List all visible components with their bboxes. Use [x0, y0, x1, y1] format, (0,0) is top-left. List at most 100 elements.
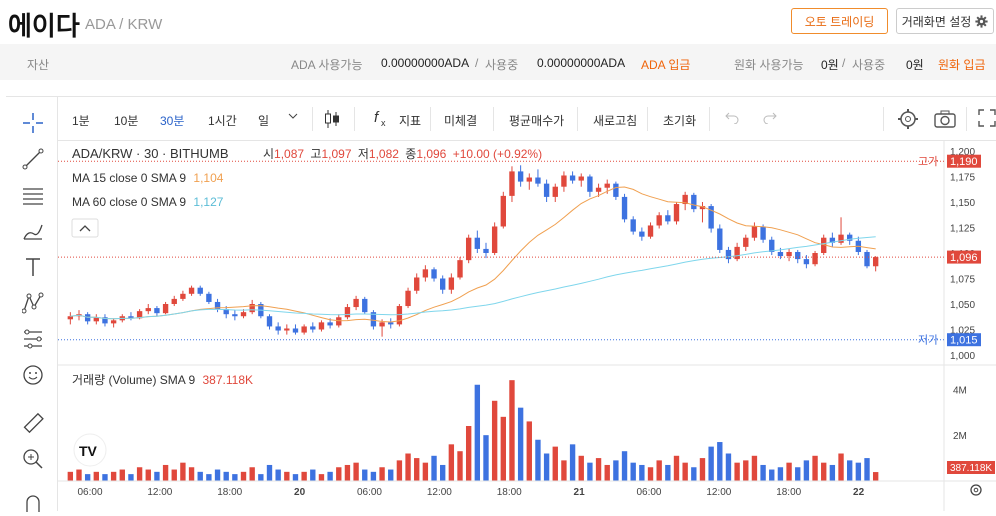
volume-bar	[717, 442, 723, 481]
candle	[301, 326, 307, 333]
candle	[102, 317, 108, 324]
reset-button[interactable]: 초기화	[663, 114, 697, 128]
redo-icon[interactable]	[762, 110, 778, 127]
magnet-icon[interactable]	[20, 490, 46, 516]
high-value-badge	[947, 154, 981, 168]
volume-bar	[509, 380, 515, 481]
volume-bar	[665, 464, 671, 481]
volume-bar	[301, 471, 307, 481]
asset-label: 자산	[27, 58, 50, 72]
trend-line-icon[interactable]	[20, 146, 46, 172]
auto-trading-button[interactable]: 오토 트레이딩	[791, 8, 888, 34]
unfilled-button[interactable]: 미체결	[444, 114, 478, 128]
price-chart[interactable]: 1,2001,1751,1501,1251,1001,0751,0501,025…	[58, 141, 996, 511]
candle	[448, 277, 455, 290]
screen-settings-button[interactable]: 거래화면 설정	[896, 8, 994, 34]
candle	[682, 194, 688, 205]
volume-bar	[526, 421, 532, 481]
interval-day[interactable]: 일	[258, 114, 270, 128]
ada-in-use-value: 0.00000000ADA	[537, 56, 626, 70]
text-icon[interactable]	[20, 254, 46, 280]
volume-bar	[803, 460, 810, 481]
volume-bar	[396, 460, 403, 481]
candle	[535, 177, 541, 184]
volume-bar	[561, 460, 567, 481]
interval-10m[interactable]: 10분	[114, 114, 139, 128]
candle	[249, 304, 255, 313]
volume-bar	[682, 462, 688, 481]
candle	[362, 298, 368, 313]
candle	[440, 278, 446, 290]
price-tick: 1,175	[950, 173, 975, 184]
current-price-badge	[947, 250, 981, 264]
interval-1h[interactable]: 1시간	[208, 114, 237, 128]
volume-bar	[769, 469, 775, 481]
volume-bar	[110, 471, 117, 481]
ruler-icon[interactable]	[20, 410, 46, 436]
candle	[509, 171, 515, 196]
candle	[872, 257, 879, 267]
divider	[883, 107, 884, 131]
krw-deposit-link[interactable]: 원화 입금	[938, 58, 986, 72]
horizontal-lines-icon[interactable]	[20, 182, 46, 208]
ada-deposit-link[interactable]: ADA 입금	[641, 58, 691, 72]
refresh-button[interactable]: 새로고침	[593, 114, 638, 128]
prediction-icon[interactable]	[20, 326, 46, 352]
volume-bar	[578, 455, 584, 481]
candle	[587, 176, 593, 192]
candle	[543, 183, 550, 197]
volume-bar	[84, 474, 91, 481]
candle	[240, 312, 247, 317]
candle	[578, 176, 584, 181]
volume-tick: 4M	[953, 385, 967, 396]
krw-available-label: 원화 사용가능	[734, 58, 804, 72]
price-tick: 1,200	[950, 147, 975, 158]
volume-bar	[284, 471, 290, 481]
time-tick: 12:00	[427, 487, 452, 498]
volume-bar	[821, 462, 827, 481]
ada-available-value: 0.00000000ADA	[381, 56, 470, 70]
candle-style-icon[interactable]	[324, 109, 340, 132]
candle	[656, 215, 662, 226]
chart-settings-gear-icon[interactable]	[897, 108, 919, 133]
collapse-legend-button[interactable]	[71, 218, 99, 238]
candle	[561, 175, 567, 187]
interval-30m[interactable]: 30분	[160, 114, 185, 128]
divider	[709, 107, 710, 131]
volume-bar	[491, 400, 498, 481]
avg-buy-price-button[interactable]: 평균매수가	[509, 114, 565, 128]
interval-1m[interactable]: 1분	[72, 114, 90, 128]
low-value-badge	[947, 333, 981, 347]
emoji-icon[interactable]	[20, 362, 46, 388]
divider	[493, 107, 494, 131]
candle	[613, 183, 619, 197]
volume-bar	[786, 462, 792, 481]
volume-bar	[829, 464, 836, 481]
brush-icon[interactable]	[20, 218, 46, 244]
pattern-icon[interactable]	[20, 290, 46, 316]
krw-in-use-label: 사용중	[852, 58, 886, 72]
volume-bar	[128, 474, 134, 481]
crosshair-icon[interactable]	[20, 110, 46, 136]
camera-icon[interactable]	[934, 109, 956, 132]
chevron-down-icon[interactable]	[288, 110, 298, 124]
volume-bar	[587, 462, 593, 481]
candle	[136, 311, 143, 319]
candle	[145, 308, 151, 312]
volume-axis: 4M 2M	[953, 385, 967, 442]
candle	[812, 253, 818, 265]
zoom-in-icon[interactable]	[20, 446, 46, 472]
candle	[162, 304, 169, 314]
time-axis-settings-icon[interactable]	[970, 484, 982, 496]
indicators-button[interactable]: 지표	[399, 114, 422, 128]
undo-icon[interactable]	[724, 110, 740, 127]
candle	[491, 226, 498, 253]
time-tick: 20	[294, 487, 306, 498]
volume-bar	[232, 474, 238, 481]
fullscreen-icon[interactable]	[978, 109, 996, 130]
candle	[708, 206, 714, 229]
volume-bar	[743, 460, 749, 481]
volume-bar	[197, 471, 203, 481]
time-tick: 22	[853, 487, 865, 498]
